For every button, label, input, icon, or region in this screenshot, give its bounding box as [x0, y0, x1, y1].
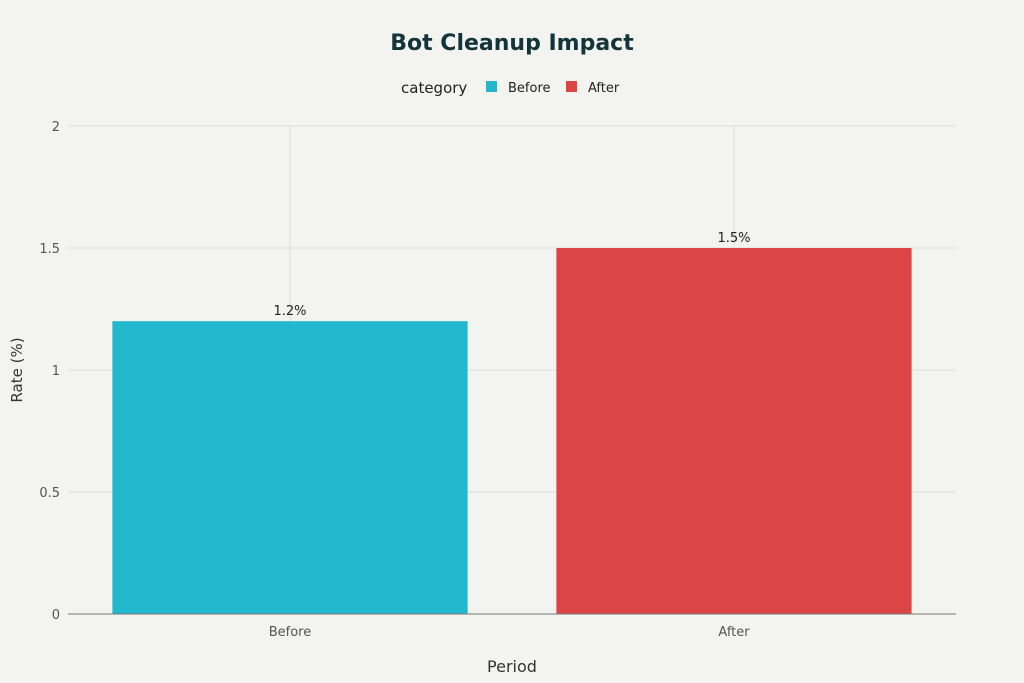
y-tick-label: 0.5 — [39, 486, 60, 501]
bars: 1.2% 1.5% — [112, 231, 912, 614]
chart-title: Bot Cleanup Impact — [390, 31, 634, 56]
legend-swatch — [486, 81, 497, 92]
legend: category Before After — [401, 79, 620, 97]
data-label: 1.2% — [273, 304, 306, 319]
y-tick-label: 1.5 — [39, 242, 60, 257]
legend-title: category — [401, 79, 467, 97]
y-tick-label: 0 — [52, 608, 60, 623]
y-tick-label: 1 — [52, 364, 60, 379]
x-tick-label: Before — [269, 625, 312, 640]
data-label: 1.5% — [717, 231, 750, 246]
x-tick-label: After — [718, 625, 750, 640]
bar-after — [556, 248, 912, 614]
bar-before — [112, 321, 468, 614]
axes: 0 0.5 1 1.5 2 Before After — [39, 120, 956, 640]
y-tick-label: 2 — [52, 120, 60, 135]
y-axis-title: Rate (%) — [8, 337, 26, 402]
legend-swatch — [566, 81, 577, 92]
legend-entry-label: After — [588, 81, 620, 96]
legend-entry-label: Before — [508, 81, 551, 96]
x-axis-title: Period — [487, 657, 537, 676]
